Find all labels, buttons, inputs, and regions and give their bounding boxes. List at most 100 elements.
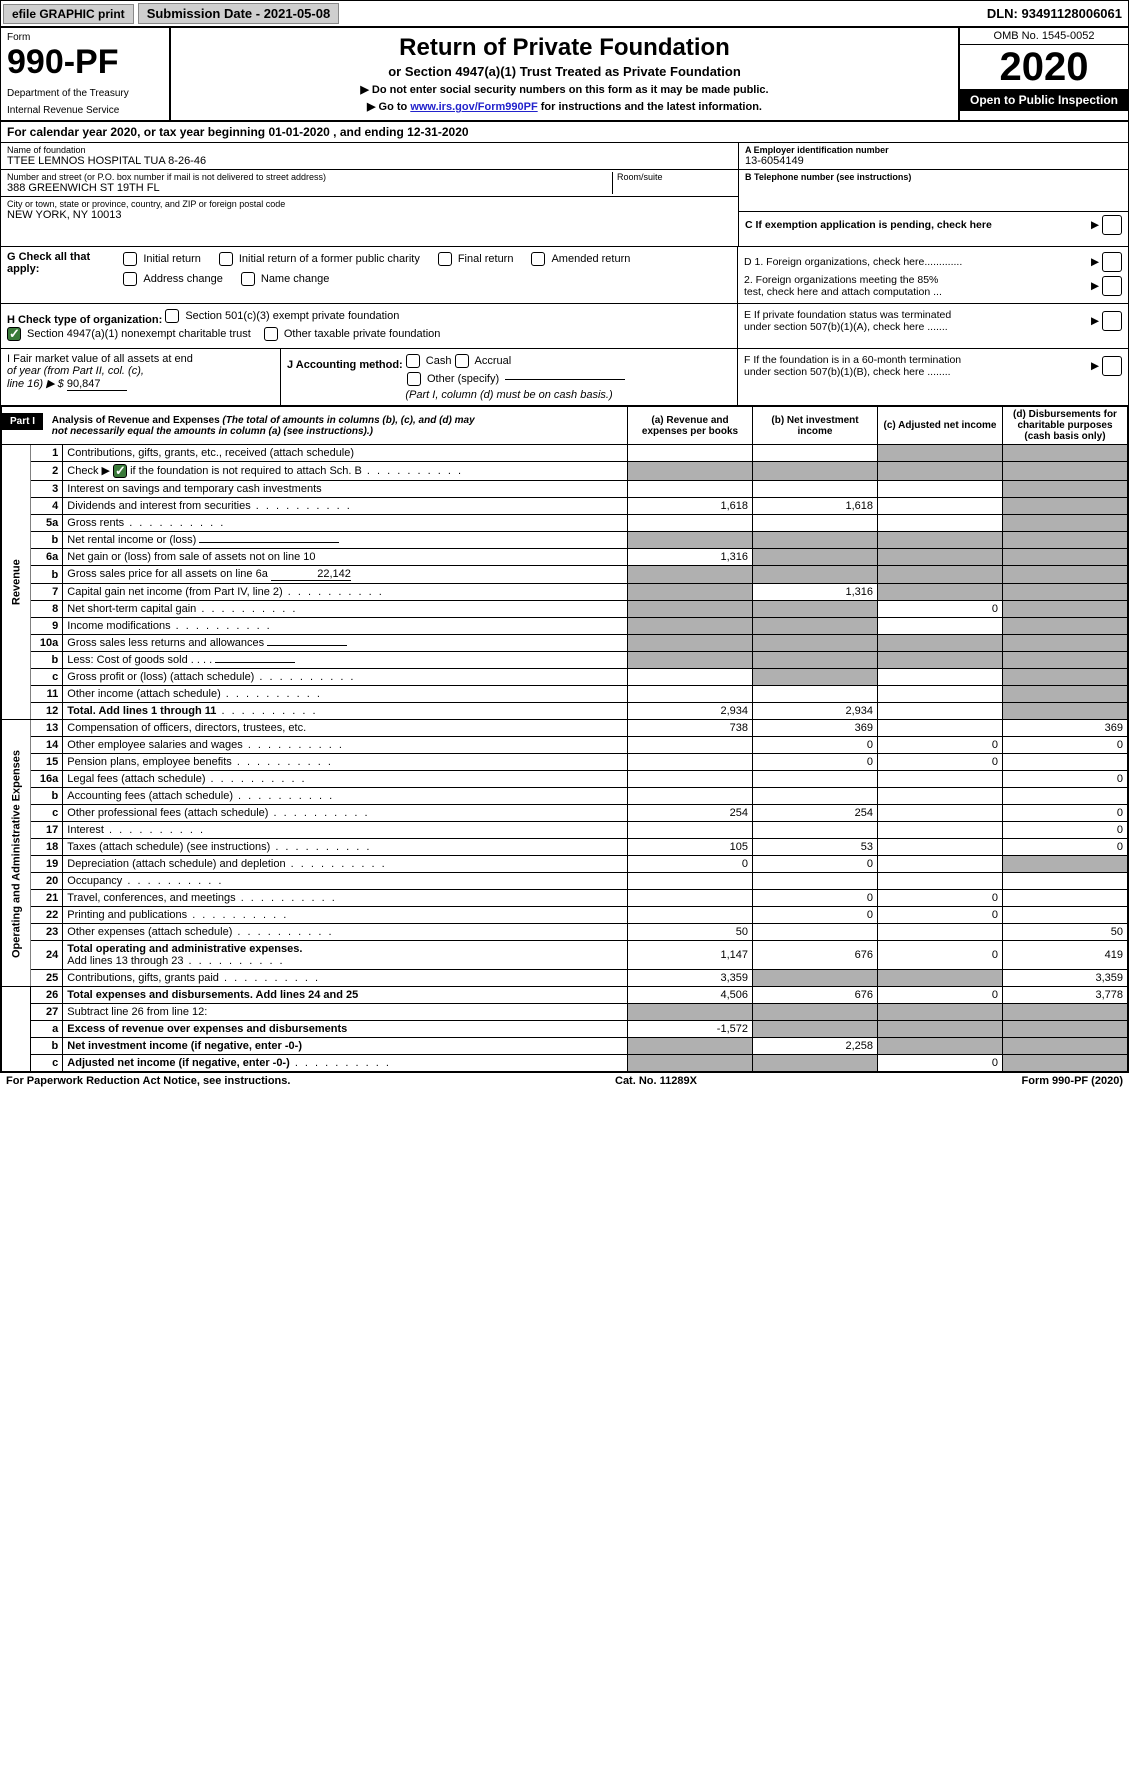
section-f: F If the foundation is in a 60-month ter… (738, 349, 1128, 405)
section-d: D 1. Foreign organizations, check here..… (738, 247, 1128, 303)
d1-checkbox[interactable] (1102, 252, 1122, 272)
i-line1: I Fair market value of all assets at end (7, 353, 274, 365)
irs-link[interactable]: www.irs.gov/Form990PF (410, 101, 537, 113)
r24-a: 1,147 (628, 941, 753, 970)
g-final: Final return (458, 253, 514, 265)
r26-a: 4,506 (628, 987, 753, 1004)
r19-a: 0 (628, 856, 753, 873)
row-22: Printing and publications (63, 907, 628, 924)
c-cell: C If exemption application is pending, c… (739, 212, 1128, 246)
efile-print-button[interactable]: efile GRAPHIC print (3, 4, 134, 24)
city-value: NEW YORK, NY 10013 (7, 209, 732, 221)
row-12: Total. Add lines 1 through 11 (63, 703, 628, 720)
j-accrual-checkbox[interactable] (455, 354, 469, 368)
g-name: Name change (261, 273, 330, 285)
j-cash: Cash (426, 355, 452, 367)
row-15: Pension plans, employee benefits (63, 754, 628, 771)
h-4947-checkbox[interactable] (7, 327, 21, 341)
note-link-prefix: ▶ Go to (367, 101, 410, 113)
i-j-f-row: I Fair market value of all assets at end… (1, 349, 1128, 406)
row-14: Other employee salaries and wages (63, 737, 628, 754)
c-checkbox[interactable] (1102, 215, 1122, 235)
omb-number: OMB No. 1545-0052 (960, 28, 1128, 45)
col-d-header: (d) Disbursements for charitable purpose… (1003, 407, 1128, 445)
row-10b: Less: Cost of goods sold . . . . (63, 652, 628, 669)
h-501c3-checkbox[interactable] (165, 309, 179, 323)
r15-b: 0 (753, 754, 878, 771)
j-other-checkbox[interactable] (407, 372, 421, 386)
footer-mid: Cat. No. 11289X (615, 1075, 697, 1087)
row-7: Capital gain net income (from Part IV, l… (63, 584, 628, 601)
r22-c: 0 (878, 907, 1003, 924)
top-bar: efile GRAPHIC print Submission Date - 20… (1, 1, 1128, 28)
g-amended-checkbox[interactable] (531, 252, 545, 266)
address-value: 388 GREENWICH ST 19TH FL (7, 182, 612, 194)
r27a-a: -1,572 (628, 1021, 753, 1038)
r22-b: 0 (753, 907, 878, 924)
j-cash-checkbox[interactable] (406, 354, 420, 368)
r14-b: 0 (753, 737, 878, 754)
r8-c: 0 (878, 601, 1003, 618)
i-line2: of year (from Part II, col. (c), (7, 365, 274, 377)
r19-b: 0 (753, 856, 878, 873)
form-title: Return of Private Foundation (181, 34, 948, 62)
ein-value: 13-6054149 (745, 155, 1122, 167)
r16a-d: 0 (1003, 771, 1128, 788)
ein-cell: A Employer identification number 13-6054… (739, 143, 1128, 170)
r6a-a: 1,316 (628, 549, 753, 566)
row-27: Subtract line 26 from line 12: (63, 1004, 628, 1021)
j-label: J Accounting method: (287, 359, 403, 371)
h-other-checkbox[interactable] (264, 327, 278, 341)
part1-title: Analysis of Revenue and Expenses (52, 415, 220, 426)
footer: For Paperwork Reduction Act Notice, see … (0, 1073, 1129, 1089)
row-11: Other income (attach schedule) (63, 686, 628, 703)
row-26: Total expenses and disbursements. Add li… (63, 987, 628, 1004)
r2-checkbox[interactable] (113, 464, 127, 478)
r18-b: 53 (753, 839, 878, 856)
tax-year: 2020 (960, 45, 1128, 89)
g-address: Address change (143, 273, 223, 285)
g-initial-former-checkbox[interactable] (219, 252, 233, 266)
row-27c: Adjusted net income (if negative, enter … (63, 1055, 628, 1072)
col-c-header: (c) Adjusted net income (878, 407, 1003, 445)
r27b-b: 2,258 (753, 1038, 878, 1055)
address-label: Number and street (or P.O. box number if… (7, 172, 612, 182)
row-24: Total operating and administrative expen… (63, 941, 628, 970)
open-public: Open to Public Inspection (960, 89, 1128, 111)
f-checkbox[interactable] (1102, 356, 1122, 376)
r15-c: 0 (878, 754, 1003, 771)
note-link-row: ▶ Go to www.irs.gov/Form990PF for instru… (181, 100, 948, 113)
r18-a: 105 (628, 839, 753, 856)
col-a-header: (a) Revenue and expenses per books (628, 407, 753, 445)
r4-a: 1,618 (628, 498, 753, 515)
r25-d: 3,359 (1003, 970, 1128, 987)
r18-d: 0 (1003, 839, 1128, 856)
r14-c: 0 (878, 737, 1003, 754)
row-27a: Excess of revenue over expenses and disb… (63, 1021, 628, 1038)
r7-b: 1,316 (753, 584, 878, 601)
row-20: Occupancy (63, 873, 628, 890)
section-e: E If private foundation status was termi… (738, 304, 1128, 348)
r12-b: 2,934 (753, 703, 878, 720)
section-j: J Accounting method: Cash Accrual Other … (281, 349, 738, 405)
g-address-checkbox[interactable] (123, 272, 137, 286)
h-e-row: H Check type of organization: Section 50… (1, 304, 1128, 349)
r6b-val: 22,142 (271, 568, 351, 581)
g-initial-checkbox[interactable] (123, 252, 137, 266)
row-13: Compensation of officers, directors, tru… (63, 720, 628, 737)
section-h: H Check type of organization: Section 50… (1, 304, 738, 348)
header-left: Form 990-PF Department of the Treasury I… (1, 28, 171, 120)
g-name-checkbox[interactable] (241, 272, 255, 286)
row-3: Interest on savings and temporary cash i… (63, 481, 628, 498)
row-27b: Net investment income (if negative, ente… (63, 1038, 628, 1055)
j-note: (Part I, column (d) must be on cash basi… (287, 389, 731, 401)
r4-b: 1,618 (753, 498, 878, 515)
r16c-b: 254 (753, 805, 878, 822)
d2a-label: 2. Foreign organizations meeting the 85% (744, 274, 938, 286)
g-final-checkbox[interactable] (438, 252, 452, 266)
e-checkbox[interactable] (1102, 311, 1122, 331)
r23-a: 50 (628, 924, 753, 941)
row-21: Travel, conferences, and meetings (63, 890, 628, 907)
d2-checkbox[interactable] (1102, 276, 1122, 296)
section-i: I Fair market value of all assets at end… (1, 349, 281, 405)
